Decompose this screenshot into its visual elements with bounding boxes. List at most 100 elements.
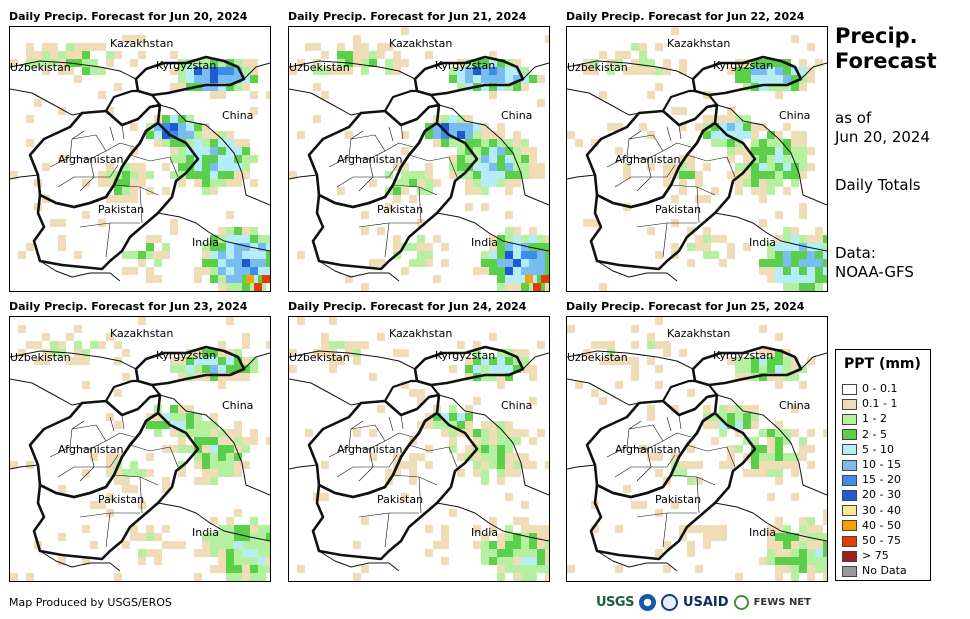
legend-label: > 75 bbox=[862, 549, 889, 563]
precip-cell bbox=[42, 67, 50, 75]
precip-cell bbox=[42, 59, 50, 67]
precip-cell bbox=[759, 75, 767, 83]
country-boundary bbox=[522, 352, 549, 370]
fews-globe-icon bbox=[733, 594, 749, 610]
precip-cell bbox=[202, 67, 210, 75]
precip-cell bbox=[791, 365, 799, 373]
precip-cell bbox=[687, 163, 695, 171]
precip-cell bbox=[138, 35, 146, 43]
precip-cell bbox=[170, 139, 178, 147]
precip-cell bbox=[497, 541, 505, 549]
precip-cell bbox=[497, 469, 505, 477]
precip-cell bbox=[727, 123, 735, 131]
precip-cell bbox=[329, 67, 337, 75]
precip-cell bbox=[727, 445, 735, 453]
precip-cell bbox=[114, 573, 122, 581]
precip-cell bbox=[807, 67, 815, 75]
province-boundary bbox=[662, 142, 692, 152]
precip-cell bbox=[242, 333, 250, 341]
precip-cell bbox=[481, 557, 489, 565]
precip-cell bbox=[122, 373, 130, 381]
precip-cell bbox=[505, 493, 513, 501]
precip-cell bbox=[242, 557, 250, 565]
precip-cell bbox=[481, 155, 489, 163]
country-label-afghanistan: Afghanistan bbox=[337, 153, 403, 166]
legend-item: No Data bbox=[842, 564, 907, 578]
precip-cell bbox=[409, 477, 417, 485]
precip-cell bbox=[210, 155, 218, 163]
precip-cell bbox=[767, 469, 775, 477]
precip-cell bbox=[218, 365, 226, 373]
precip-cell bbox=[218, 67, 226, 75]
precip-cell bbox=[703, 251, 711, 259]
precip-cell bbox=[210, 549, 218, 557]
legend-label: 0.1 - 1 bbox=[862, 397, 898, 411]
precip-cell bbox=[465, 139, 473, 147]
precip-cell bbox=[26, 243, 34, 251]
precip-cell bbox=[210, 171, 218, 179]
precip-cell bbox=[489, 437, 497, 445]
precip-cell bbox=[473, 365, 481, 373]
precip-cell bbox=[719, 461, 727, 469]
province-boundary bbox=[678, 414, 682, 430]
precip-cell bbox=[242, 83, 250, 91]
precip-cell bbox=[671, 501, 679, 509]
precip-cell bbox=[210, 67, 218, 75]
precip-cell bbox=[258, 259, 266, 267]
precip-cell bbox=[505, 227, 513, 235]
precip-cell bbox=[481, 461, 489, 469]
province-boundary bbox=[328, 440, 386, 458]
precip-cell bbox=[521, 163, 529, 171]
country-label-afghanistan: Afghanistan bbox=[337, 443, 403, 456]
precip-cell bbox=[226, 267, 234, 275]
precip-cell bbox=[497, 67, 505, 75]
precip-cell bbox=[74, 349, 82, 357]
precip-cell bbox=[138, 179, 146, 187]
precip-cell bbox=[226, 533, 234, 541]
precip-cell bbox=[194, 179, 202, 187]
precip-cell bbox=[170, 421, 178, 429]
country-label-kyrgyzstan: Kyrgyzstan bbox=[713, 349, 773, 362]
precip-cell bbox=[178, 445, 186, 453]
precip-cell bbox=[457, 115, 465, 123]
precip-cell bbox=[807, 461, 815, 469]
precip-cell bbox=[82, 469, 90, 477]
precip-cell bbox=[393, 243, 401, 251]
precip-cell bbox=[473, 357, 481, 365]
precip-cell bbox=[521, 565, 529, 573]
precip-cell bbox=[529, 267, 537, 275]
province-boundary bbox=[686, 154, 728, 162]
precip-cell bbox=[687, 477, 695, 485]
precip-cell bbox=[521, 517, 529, 525]
precip-cell bbox=[799, 541, 807, 549]
precip-cell bbox=[202, 267, 210, 275]
precip-cell bbox=[679, 163, 687, 171]
precip-cell bbox=[385, 59, 393, 67]
precip-cell bbox=[50, 219, 58, 227]
precip-raster bbox=[10, 35, 270, 291]
precip-cell bbox=[242, 565, 250, 573]
precip-cell bbox=[623, 485, 631, 493]
province-boundary bbox=[606, 150, 664, 168]
precip-cell bbox=[497, 75, 505, 83]
kyrgyzstan-boundary bbox=[413, 345, 525, 387]
precip-cell bbox=[775, 67, 783, 75]
precip-cell bbox=[711, 235, 719, 243]
precip-cell bbox=[615, 381, 623, 389]
precip-cell bbox=[465, 67, 473, 75]
precip-cell bbox=[481, 171, 489, 179]
precip-cell bbox=[345, 275, 353, 283]
precip-cell bbox=[170, 51, 178, 59]
legend-item: 1 - 2 bbox=[842, 412, 887, 426]
precip-cell bbox=[473, 469, 481, 477]
precip-cell bbox=[687, 259, 695, 267]
precip-cell bbox=[266, 235, 270, 243]
precip-cell bbox=[250, 179, 258, 187]
precip-cell bbox=[329, 341, 337, 349]
precip-cell bbox=[631, 357, 639, 365]
legend-label: 50 - 75 bbox=[862, 534, 901, 547]
precip-cell bbox=[615, 147, 623, 155]
precip-cell bbox=[529, 147, 537, 155]
precip-cell bbox=[655, 83, 663, 91]
precip-cell bbox=[703, 227, 711, 235]
